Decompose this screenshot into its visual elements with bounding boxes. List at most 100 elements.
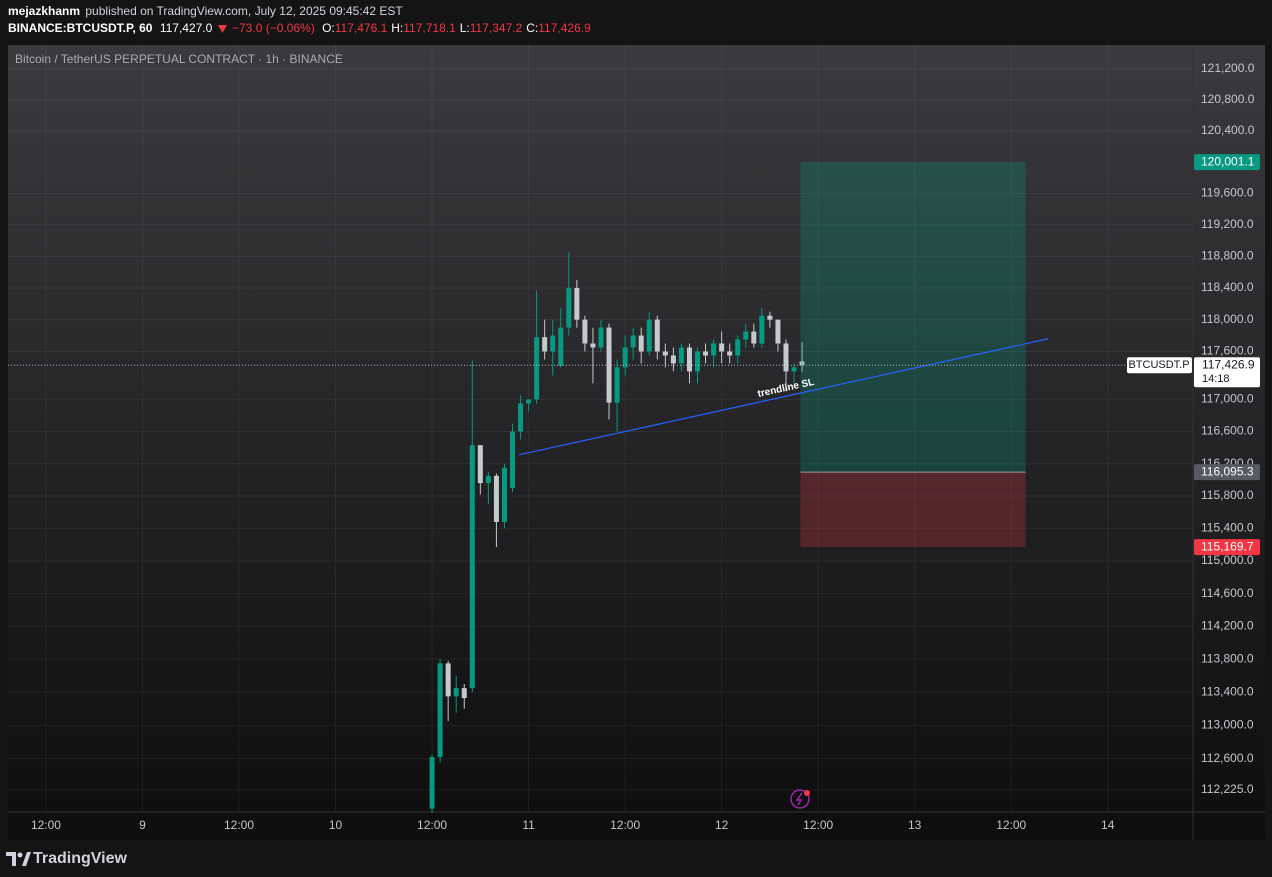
candle-body — [493, 475, 499, 522]
candle-body — [751, 331, 757, 344]
header-line-1: mejazkhanm published on TradingView.com,… — [8, 4, 407, 18]
y-tick-label: 118,800.0 — [1201, 249, 1254, 263]
candle-body — [622, 347, 628, 368]
chart-title: Bitcoin / TetherUS PERPETUAL CONTRACT · … — [15, 52, 343, 66]
trendline — [518, 338, 1049, 456]
ohlc-label: H: — [391, 21, 404, 35]
candle-body — [606, 327, 612, 403]
candle-body — [630, 335, 636, 348]
candle-body — [518, 403, 524, 432]
y-tick-label: 119,200.0 — [1201, 217, 1254, 231]
candle-body — [550, 335, 556, 352]
symbol-tag: BTCUSDT.P — [1128, 359, 1189, 371]
x-tick-label: 12:00 — [31, 818, 61, 832]
symbol-tag-box — [1127, 357, 1192, 374]
header-line-2: BINANCE:BTCUSDT.P, 60 117,427.0 −73.0 (−… — [8, 21, 599, 35]
candle-body — [727, 351, 733, 356]
y-tick-label: 117,600.0 — [1201, 344, 1254, 358]
candle-body — [477, 445, 483, 484]
y-tick-label: 114,600.0 — [1201, 586, 1254, 600]
candle-body — [678, 347, 684, 364]
x-tick-label: 9 — [139, 818, 146, 832]
candle-body — [614, 367, 620, 403]
candle-body — [574, 287, 580, 320]
ohlc-value: 117,347.2 — [469, 21, 523, 35]
y-tick-label: 112,600.0 — [1201, 751, 1254, 765]
ohlc-value: 117,426.9 — [538, 21, 591, 35]
x-tick-label: 12:00 — [803, 818, 833, 832]
candle-body — [429, 756, 435, 809]
candle-body — [566, 287, 572, 328]
candle-body — [670, 355, 676, 364]
candle-body — [759, 315, 765, 344]
ohlc-label: C: — [526, 21, 539, 35]
ohlc-value: 117,718.1 — [403, 21, 456, 35]
candle-body — [510, 431, 516, 488]
y-tick-label: 115,800.0 — [1201, 488, 1254, 502]
x-tick-label: 12:00 — [996, 818, 1026, 832]
entry-price-label: 116,095.3 — [1201, 464, 1254, 478]
candle-body — [445, 663, 451, 697]
y-tick-label: 114,200.0 — [1201, 619, 1254, 633]
trendline-label: trendline SL — [757, 377, 816, 400]
candle-body — [461, 688, 467, 699]
candle-body — [783, 343, 789, 372]
y-tick-label: 120,400.0 — [1201, 123, 1255, 137]
countdown: 14:18 — [1202, 373, 1230, 385]
author: mejazkhanm — [8, 4, 81, 18]
candle-body — [558, 327, 564, 366]
candle-body — [501, 467, 507, 522]
y-tick-label: 118,000.0 — [1201, 312, 1254, 326]
symbol: BINANCE:BTCUSDT.P, 60 — [8, 21, 153, 35]
chart-background — [8, 45, 1265, 840]
candle-body — [791, 367, 797, 372]
y-tick-label: 119,600.0 — [1201, 186, 1254, 200]
ohlc-value: 117,476.1 — [334, 21, 388, 35]
alert-icon — [790, 789, 810, 809]
last: 117,427.0 — [159, 21, 213, 35]
candle-body — [590, 343, 596, 348]
change: −73.0 (−0.06%) — [232, 21, 315, 35]
y-tick-label: 115,000.0 — [1201, 553, 1254, 567]
candle-body — [767, 315, 773, 320]
candle-body — [735, 339, 741, 356]
candle-body — [534, 337, 540, 400]
x-tick-label: 12:00 — [610, 818, 640, 832]
published: published on TradingView.com, July 12, 2… — [85, 4, 403, 18]
candle-body — [775, 319, 781, 344]
x-tick-label: 13 — [908, 818, 922, 832]
candle-body — [654, 319, 660, 352]
y-tick-label: 113,000.0 — [1201, 718, 1254, 732]
y-tick-label: 116,600.0 — [1201, 424, 1254, 438]
entry-price-box — [1194, 464, 1260, 481]
x-tick-label: 12:00 — [224, 818, 254, 832]
stop-price-label: 115,169.7 — [1201, 539, 1254, 553]
candle-body — [542, 337, 548, 352]
stop-zone — [800, 472, 1026, 548]
candle-body — [662, 351, 668, 356]
stop-price-box — [1194, 539, 1260, 556]
down-arrow — [217, 24, 227, 33]
candle-body — [743, 331, 749, 340]
y-tick-label: 116,200.0 — [1201, 456, 1254, 470]
candle-body — [646, 319, 652, 352]
candle-body — [711, 343, 717, 356]
target-zone — [800, 162, 1026, 473]
candle-body — [719, 343, 725, 352]
candle-body — [686, 347, 692, 372]
last-price-label: 117,426.9 — [1202, 357, 1255, 371]
ohlc: O:117,476.1 H:117,718.1 L:117,347.2 C:117,4… — [322, 21, 595, 35]
target-price-box — [1194, 154, 1260, 171]
candle-body — [485, 475, 491, 484]
ohlc-label: O: — [322, 21, 335, 35]
candle-body — [582, 319, 588, 344]
candle-body — [526, 399, 532, 404]
x-tick-label: 12:00 — [417, 818, 447, 832]
ohlc-label: L: — [459, 21, 470, 35]
candle-body — [437, 663, 443, 757]
y-tick-label: 115,400.0 — [1201, 521, 1254, 535]
candle-body — [695, 351, 701, 372]
y-tick-label: 118,400.0 — [1201, 280, 1254, 294]
